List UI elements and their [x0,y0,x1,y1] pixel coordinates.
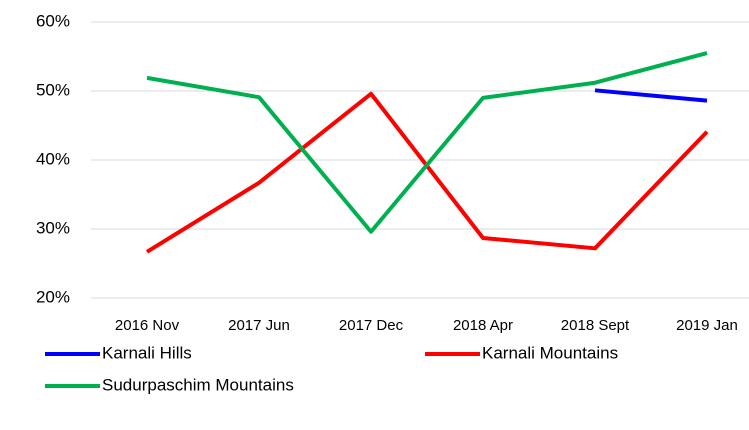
x-tick-label: 2016 Nov [115,317,180,334]
y-tick-label: 60% [36,11,70,30]
x-tick-label: 2017 Jun [228,317,290,334]
legend-label: Karnali Hills [102,343,192,362]
series-line [594,88,708,103]
y-tick-label: 50% [36,80,70,99]
series-line [145,91,709,254]
y-tick-label: 40% [36,149,70,168]
x-tick-label: 2017 Dec [339,317,404,334]
x-tick-label: 2018 Sept [561,317,630,334]
y-tick-label: 20% [36,287,70,306]
series-line [146,51,708,234]
y-tick-label: 30% [36,218,70,237]
legend-label: Sudurpaschim Mountains [102,375,294,394]
x-tick-label: 2018 Apr [453,317,513,334]
legend-label: Karnali Mountains [482,343,618,362]
x-tick-label: 2019 Jan [676,317,738,334]
